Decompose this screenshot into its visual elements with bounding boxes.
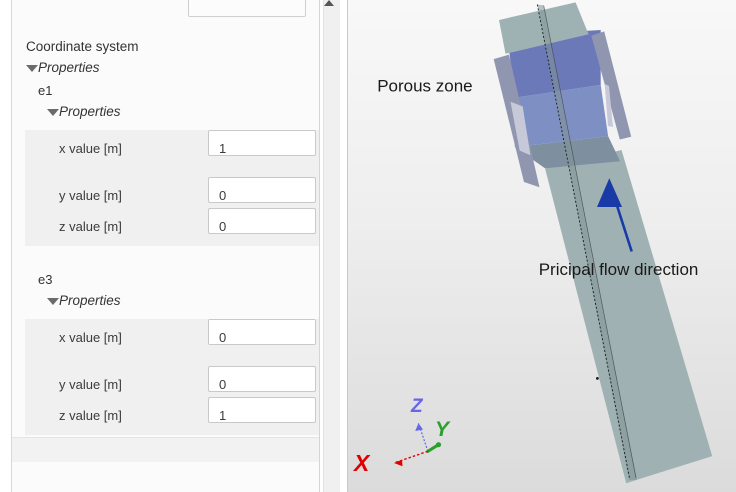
svg-text:X: X: [352, 450, 371, 476]
svg-text:Porous zone: Porous zone: [377, 76, 472, 95]
svg-text:Y: Y: [435, 418, 451, 441]
svg-text:Z: Z: [410, 396, 424, 417]
svg-text:Pricipal flow direction: Pricipal flow direction: [539, 260, 699, 279]
